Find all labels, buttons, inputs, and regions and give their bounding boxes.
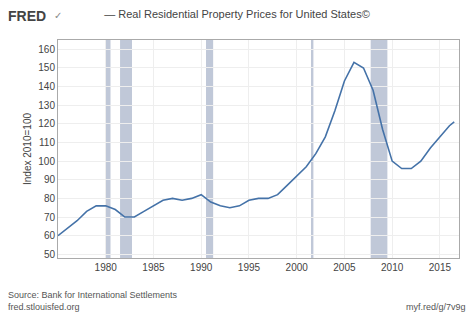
svg-text:130: 130: [38, 100, 55, 111]
svg-text:160: 160: [38, 44, 55, 55]
svg-text:✓: ✓: [54, 10, 62, 21]
svg-text:1980: 1980: [95, 262, 118, 273]
svg-text:2015: 2015: [429, 262, 452, 273]
svg-text:120: 120: [38, 118, 55, 129]
svg-text:70: 70: [44, 212, 56, 223]
svg-text:1985: 1985: [142, 262, 165, 273]
svg-text:110: 110: [39, 137, 55, 148]
svg-text:Source: Bank for International: Source: Bank for International Settlemen…: [8, 290, 178, 312]
svg-text:140: 140: [38, 81, 55, 92]
svg-text:1990: 1990: [190, 262, 213, 273]
svg-text:60: 60: [44, 230, 56, 241]
svg-text:150: 150: [38, 62, 55, 73]
svg-text:50: 50: [44, 249, 56, 260]
svg-text:2010: 2010: [381, 262, 404, 273]
svg-text:Index 2010=100: Index 2010=100: [22, 113, 33, 185]
svg-text:1995: 1995: [238, 262, 261, 273]
svg-text:myf.red/g/7v9g: myf.red/g/7v9g: [406, 302, 466, 312]
svg-text:90: 90: [44, 174, 56, 185]
svg-text:2005: 2005: [333, 262, 356, 273]
svg-text:2000: 2000: [286, 262, 309, 273]
svg-text:FRED: FRED: [8, 8, 46, 24]
svg-text:100: 100: [38, 156, 55, 167]
svg-text:— Real Residential Property Pr: — Real Residential Property Prices for U…: [104, 8, 370, 20]
svg-text:80: 80: [44, 193, 56, 204]
